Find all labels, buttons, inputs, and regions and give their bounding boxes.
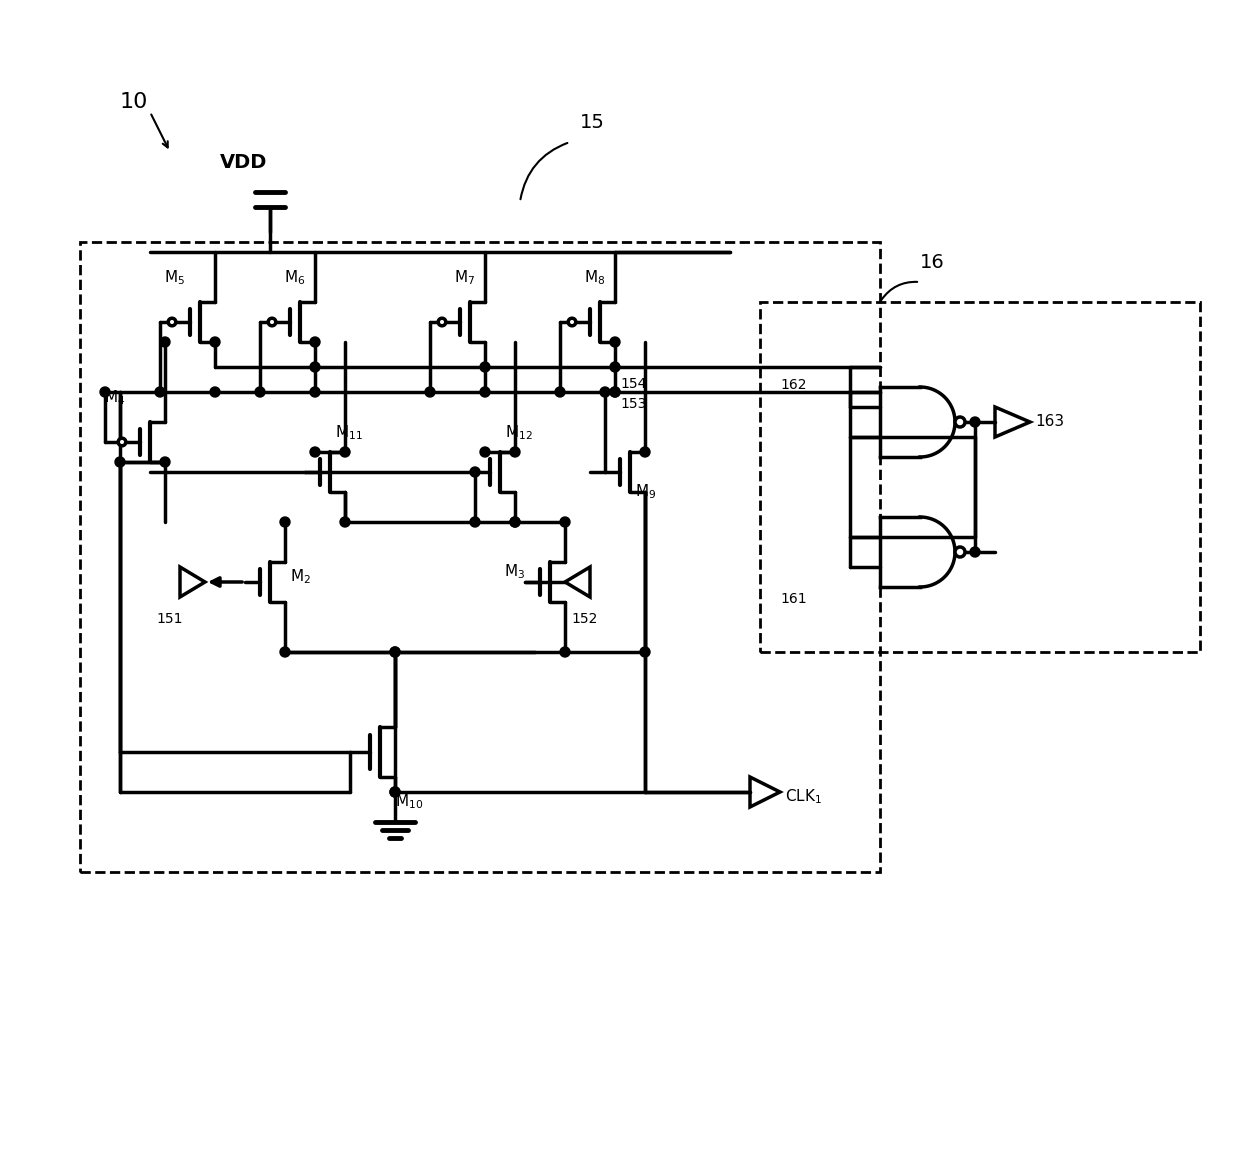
Text: M$_{10}$: M$_{10}$ xyxy=(396,793,423,811)
Text: M$_8$: M$_8$ xyxy=(584,268,605,287)
Circle shape xyxy=(510,447,520,457)
Text: M$_{11}$: M$_{11}$ xyxy=(335,423,363,442)
Circle shape xyxy=(470,517,480,526)
Circle shape xyxy=(268,318,275,326)
Text: M$_5$: M$_5$ xyxy=(165,268,186,287)
Circle shape xyxy=(510,517,520,526)
Circle shape xyxy=(391,647,401,657)
Circle shape xyxy=(310,338,320,347)
Text: M$_3$: M$_3$ xyxy=(503,562,525,582)
Circle shape xyxy=(160,338,170,347)
Circle shape xyxy=(556,387,565,397)
Circle shape xyxy=(560,517,570,526)
Circle shape xyxy=(480,447,490,457)
Text: 161: 161 xyxy=(780,592,807,606)
Text: 162: 162 xyxy=(780,378,806,392)
Text: M$_2$: M$_2$ xyxy=(290,568,311,586)
Text: 154: 154 xyxy=(620,377,646,391)
Circle shape xyxy=(310,362,320,372)
Circle shape xyxy=(610,387,620,397)
Circle shape xyxy=(510,517,520,526)
Circle shape xyxy=(438,318,446,326)
Circle shape xyxy=(955,417,965,427)
Text: 152: 152 xyxy=(572,612,598,626)
Text: 16: 16 xyxy=(920,253,945,272)
Circle shape xyxy=(210,338,219,347)
Circle shape xyxy=(391,647,401,657)
Circle shape xyxy=(280,517,290,526)
Circle shape xyxy=(310,387,320,397)
Circle shape xyxy=(391,787,401,797)
Text: 10: 10 xyxy=(120,92,149,112)
Text: M$_6$: M$_6$ xyxy=(284,268,306,287)
Text: M$_4$: M$_4$ xyxy=(104,388,125,407)
Circle shape xyxy=(480,362,490,372)
Circle shape xyxy=(640,447,650,457)
Text: M$_{12}$: M$_{12}$ xyxy=(505,423,533,442)
Circle shape xyxy=(480,387,490,397)
Circle shape xyxy=(160,457,170,467)
Text: 163: 163 xyxy=(1035,415,1064,430)
Circle shape xyxy=(470,467,480,477)
Circle shape xyxy=(568,318,575,326)
Text: M$_9$: M$_9$ xyxy=(635,482,656,501)
Circle shape xyxy=(280,647,290,657)
Circle shape xyxy=(600,387,610,397)
Circle shape xyxy=(425,387,435,397)
Circle shape xyxy=(155,387,165,397)
Circle shape xyxy=(115,457,125,467)
Circle shape xyxy=(310,447,320,457)
Circle shape xyxy=(970,547,980,558)
Circle shape xyxy=(169,318,176,326)
Text: 15: 15 xyxy=(580,113,605,132)
Circle shape xyxy=(970,417,980,427)
Circle shape xyxy=(610,362,620,372)
Text: M$_7$: M$_7$ xyxy=(454,268,476,287)
Circle shape xyxy=(610,387,620,397)
Circle shape xyxy=(340,447,350,457)
Circle shape xyxy=(955,547,965,558)
Text: 153: 153 xyxy=(620,397,646,411)
Circle shape xyxy=(118,438,125,446)
Text: 151: 151 xyxy=(156,612,184,626)
Circle shape xyxy=(391,787,401,797)
Circle shape xyxy=(255,387,265,397)
Circle shape xyxy=(340,517,350,526)
Text: VDD: VDD xyxy=(219,153,268,172)
Circle shape xyxy=(100,387,110,397)
Circle shape xyxy=(560,647,570,657)
Circle shape xyxy=(640,647,650,657)
Text: CLK$_1$: CLK$_1$ xyxy=(785,788,822,806)
Circle shape xyxy=(610,338,620,347)
Circle shape xyxy=(210,387,219,397)
